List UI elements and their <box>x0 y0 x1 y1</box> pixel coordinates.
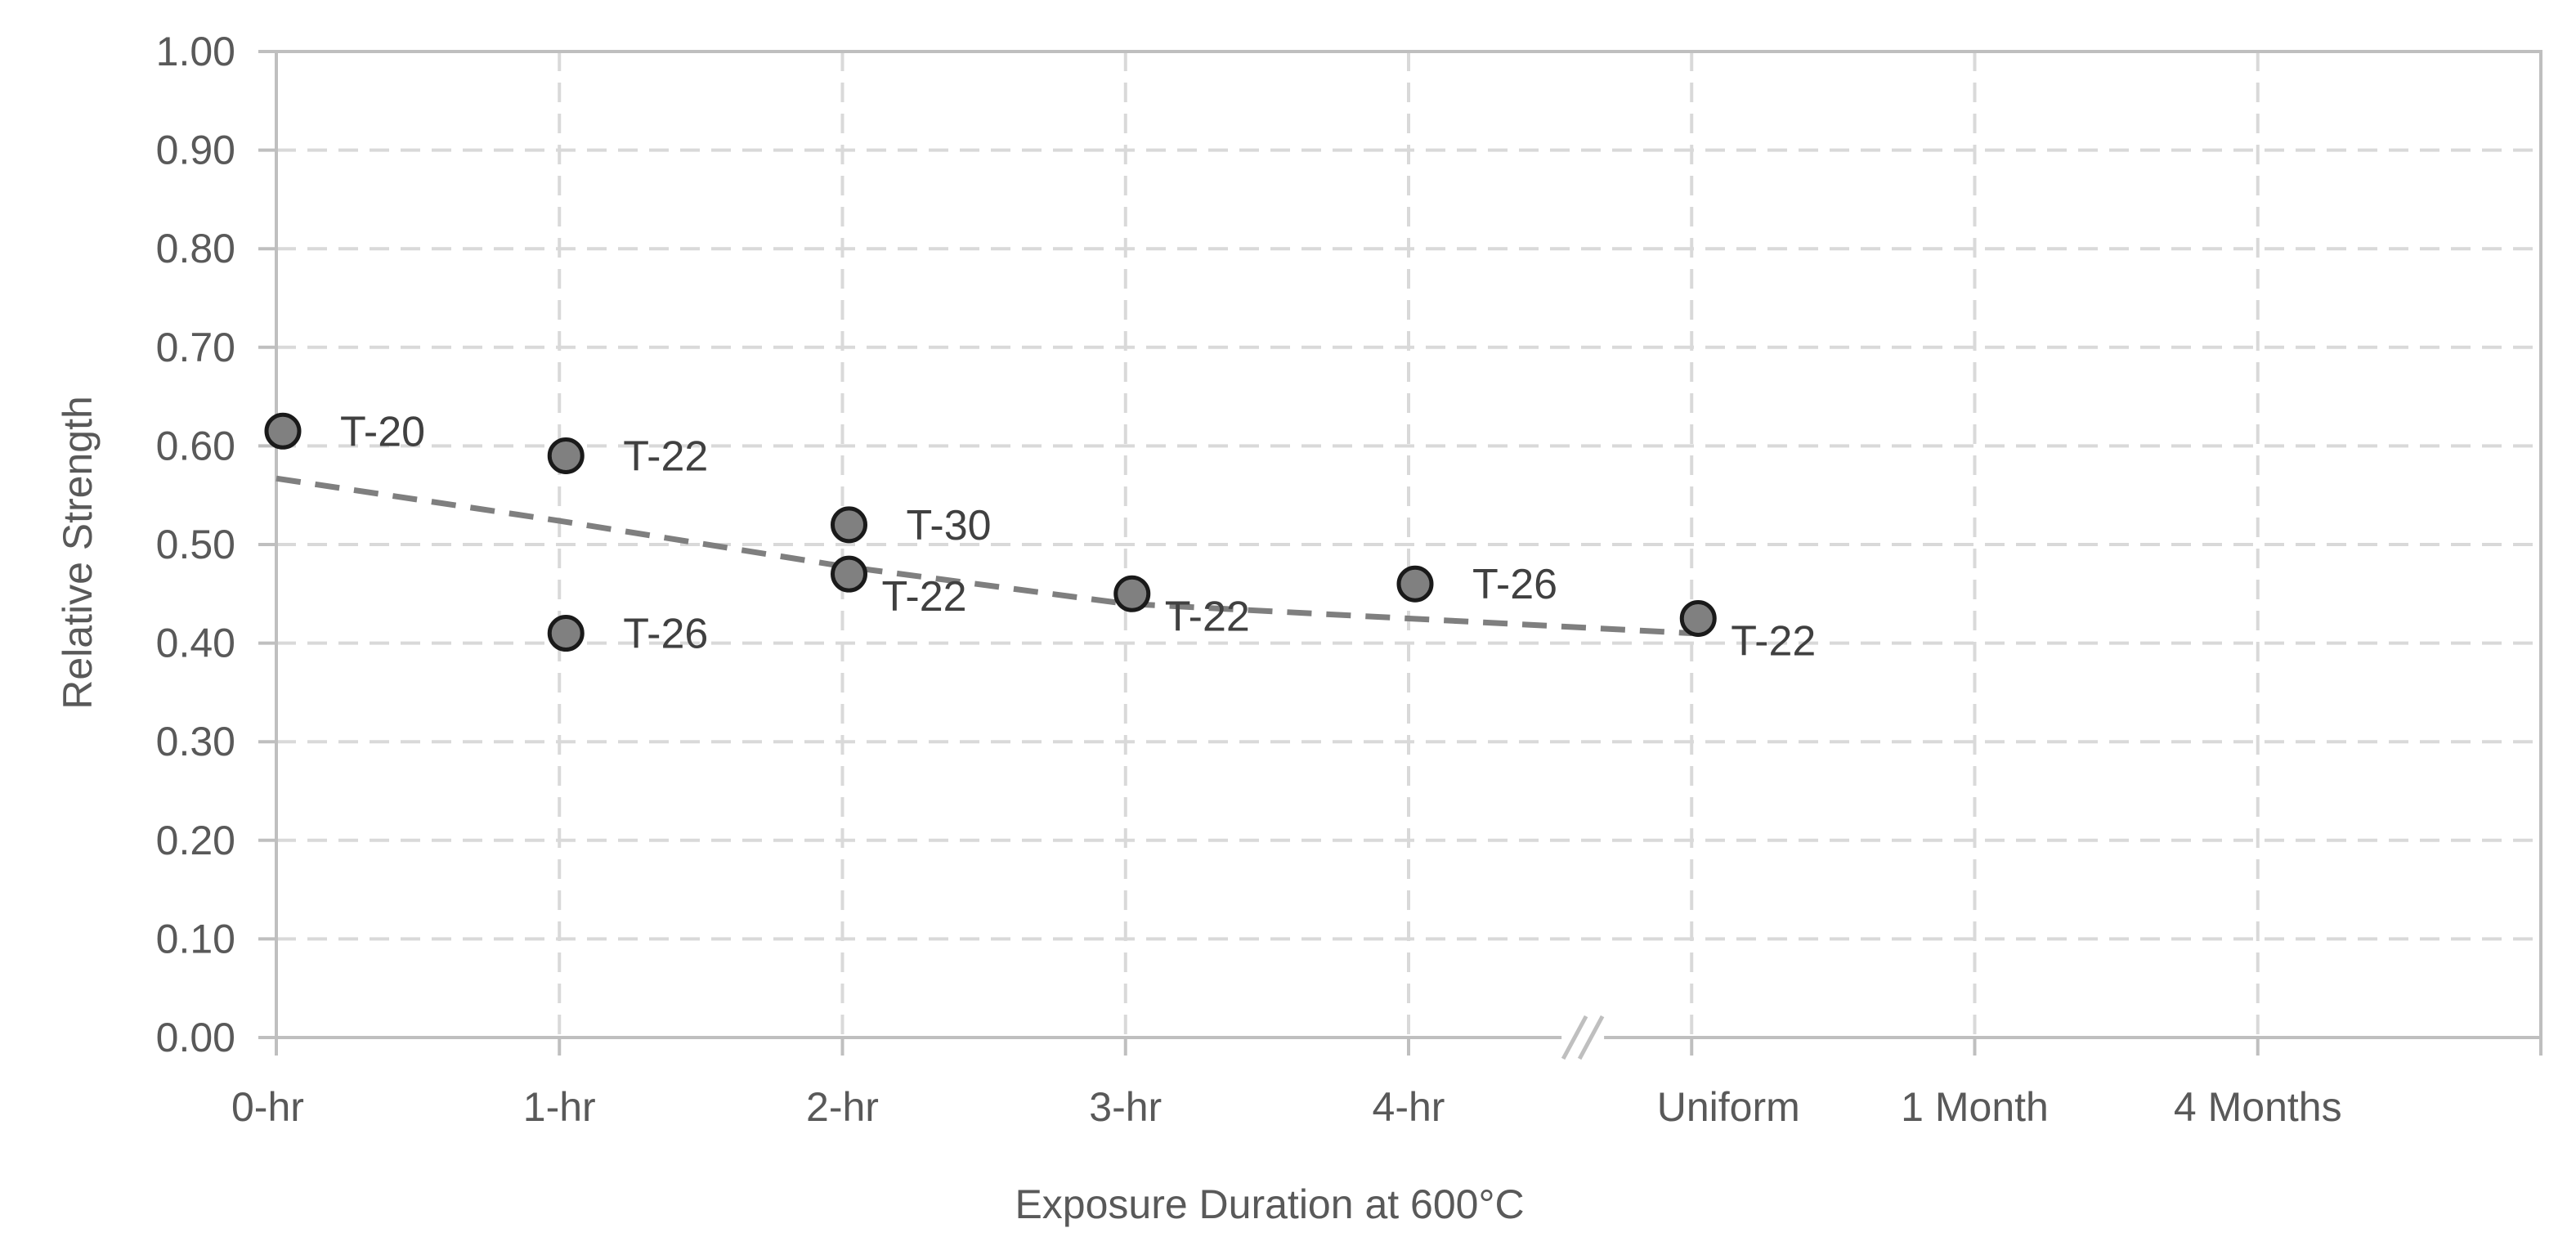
trendline <box>276 475 1692 637</box>
x-tick-label: Uniform <box>1657 1084 1800 1130</box>
point-label: T-22 <box>882 573 967 621</box>
data-point <box>547 437 585 474</box>
y-tick-label: 0.60 <box>156 423 235 468</box>
point-labels: T-20 T-22 T-26 T-30 T-22 T-22 T-26 T-22 <box>340 408 1816 665</box>
y-tick-label: 0.70 <box>156 325 235 370</box>
axes <box>258 50 2542 1060</box>
x-tick-labels: 0-hr 1-hr 2-hr 3-hr 4-hr Uniform 1 Month 4 Mont… <box>231 1084 2342 1130</box>
y-tick-label: 0.90 <box>156 128 235 173</box>
y-tick-labels: 0.00 0.10 0.20 0.30 0.40 0.50 0.60 0.70 0.80 0.90… <box>156 29 235 1060</box>
data-point <box>1113 575 1151 612</box>
y-tick-label: 0.30 <box>156 719 235 764</box>
y-tick-label: 0.20 <box>156 818 235 863</box>
axis-break-gap <box>1561 1029 1605 1046</box>
x-tick-label: 1 Month <box>1901 1084 2049 1130</box>
data-point <box>831 506 867 544</box>
x-axis-title: Exposure Duration at 600°C <box>1015 1181 1524 1227</box>
x-tick-label: 4 Months <box>2174 1084 2342 1130</box>
data-point <box>547 615 585 652</box>
x-tick-label: 3-hr <box>1089 1084 1162 1130</box>
axis-break-mark <box>1561 1015 1588 1060</box>
data-points <box>264 412 1717 652</box>
trendline-group <box>276 475 1692 637</box>
y-tick-label: 0.50 <box>156 522 235 567</box>
data-point <box>1679 599 1717 637</box>
axis-break-mark <box>1577 1015 1605 1060</box>
point-label: T-26 <box>623 611 708 658</box>
point-label: T-22 <box>1731 617 1816 665</box>
x-tick-label: 4-hr <box>1373 1084 1445 1130</box>
y-tick-label: 0.00 <box>156 1015 235 1060</box>
data-point <box>831 555 867 593</box>
x-tick-label: 2-hr <box>806 1084 879 1130</box>
point-label: T-22 <box>623 433 708 480</box>
y-tick-label: 0.40 <box>156 621 235 666</box>
y-axis-title: Relative Strength <box>55 396 101 710</box>
y-tick-label: 1.00 <box>156 29 235 74</box>
point-label: T-22 <box>1165 593 1250 640</box>
point-label: T-30 <box>907 502 992 549</box>
x-tick-label: 0-hr <box>231 1084 304 1130</box>
x-tick-label: 1-hr <box>523 1084 596 1130</box>
point-label: T-26 <box>1472 561 1557 608</box>
point-label: T-20 <box>340 408 425 455</box>
data-point <box>1396 565 1434 603</box>
data-point <box>264 412 302 450</box>
y-tick-label: 0.10 <box>156 916 235 961</box>
gridlines <box>276 50 2541 1038</box>
y-tick-label: 0.80 <box>156 226 235 271</box>
